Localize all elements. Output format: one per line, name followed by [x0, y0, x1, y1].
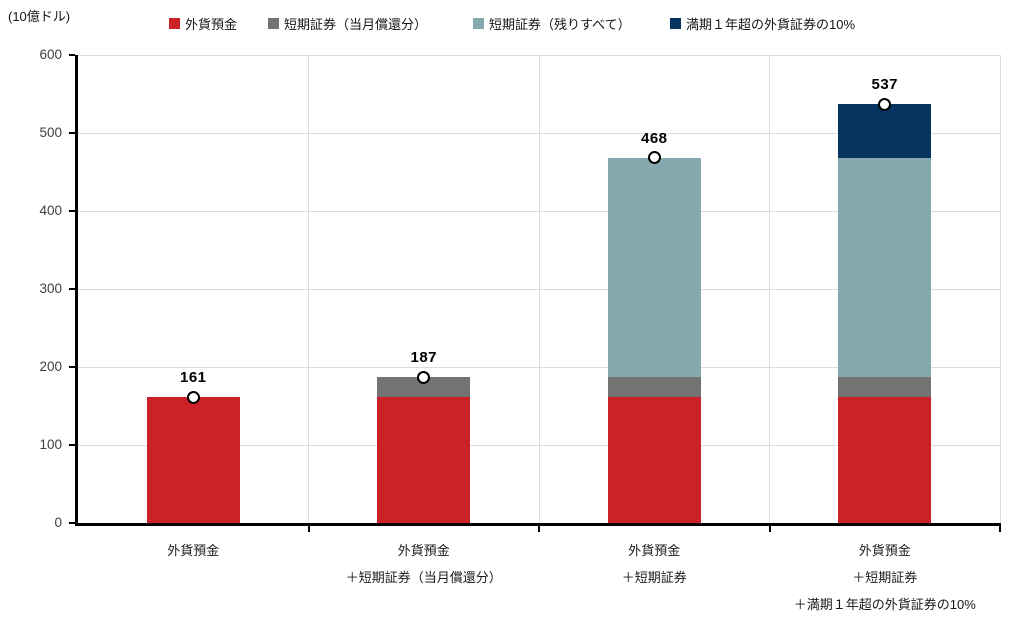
total-value-label: 468	[640, 129, 668, 147]
y-axis-tick-label: 200	[39, 359, 62, 374]
y-axis-tick	[69, 288, 75, 290]
total-marker	[186, 390, 200, 404]
legend-item: 短期証券（当月償還分）	[268, 13, 427, 33]
bar-segment-series-2	[607, 377, 701, 398]
x-axis-tick	[999, 523, 1001, 532]
y-axis-tick	[69, 444, 75, 446]
y-axis-tick-label: 100	[39, 437, 62, 452]
bar-segment-series-3	[838, 157, 932, 378]
gridline-vertical	[538, 55, 540, 523]
category-label: 外貨預金 ＋短期証券（当月償還分）	[345, 543, 502, 585]
y-axis-tick-label: 300	[39, 281, 62, 296]
total-value-label: 187	[410, 349, 438, 367]
total-marker	[417, 370, 431, 384]
y-axis-tick-label: 500	[39, 125, 62, 140]
gridline-vertical	[999, 55, 1001, 523]
legend: 外貨預金 短期証券（当月償還分） 短期証券（残りすべて） 満期１年超の外貨証券の10%	[0, 13, 1009, 35]
y-axis-tick	[69, 54, 75, 56]
x-axis-line	[75, 523, 1000, 526]
y-axis-tick-label: 600	[39, 47, 62, 62]
legend-item: 満期１年超の外貨証券の10%	[670, 13, 855, 33]
bar-segment-series-1	[377, 397, 471, 523]
legend-swatch-icon	[670, 17, 681, 29]
y-axis-tick	[69, 132, 75, 134]
total-marker	[647, 151, 661, 165]
category-label: 外貨預金 ＋短期証券	[621, 543, 687, 585]
bar-segment-series-1	[146, 397, 240, 523]
gridline-vertical	[308, 55, 309, 523]
bar-segment-series-2	[838, 377, 932, 398]
legend-swatch-icon	[473, 17, 484, 29]
legend-label: 短期証券（残りすべて）	[489, 16, 631, 32]
legend-item: 外貨預金	[169, 13, 237, 33]
legend-label: 満期１年超の外貨証券の10%	[686, 16, 856, 32]
total-value-label: 161	[179, 369, 207, 387]
y-axis-tick-label: 400	[39, 203, 62, 218]
total-value-label: 537	[871, 76, 899, 94]
y-axis-tick	[69, 522, 75, 524]
total-marker	[878, 97, 892, 111]
y-axis-line	[75, 55, 78, 526]
legend-swatch-icon	[169, 17, 180, 29]
bar-segment-series-3	[607, 157, 701, 378]
bar-segment-series-1	[607, 397, 701, 523]
category-label: 外貨預金 ＋短期証券 ＋満期１年超の外貨証券の10%	[793, 543, 976, 612]
plot-area: 0 100 200 300 400 500 600 161 外貨預金 187 外貨預金 ＋短期証券（…	[39, 47, 1001, 612]
y-axis-tick	[69, 366, 75, 368]
legend-label: 外貨預金	[185, 16, 238, 32]
category-label: 外貨預金	[167, 543, 220, 558]
legend-label: 短期証券（当月償還分）	[284, 16, 428, 32]
legend-item: 短期証券（残りすべて）	[473, 13, 631, 33]
x-axis-tick	[307, 523, 310, 532]
bar-segment-series-2	[377, 377, 471, 398]
bar-segment-series-1	[838, 397, 932, 523]
y-axis-tick	[69, 210, 75, 212]
axis-unit-label: (10億ドル)	[8, 9, 71, 24]
x-axis-tick	[768, 523, 771, 532]
y-axis-tick-label: 0	[54, 515, 62, 530]
bar-segment-series-4	[838, 104, 932, 158]
legend-swatch-icon	[268, 17, 279, 29]
gridline-vertical	[769, 55, 770, 523]
x-axis-tick	[538, 523, 540, 532]
